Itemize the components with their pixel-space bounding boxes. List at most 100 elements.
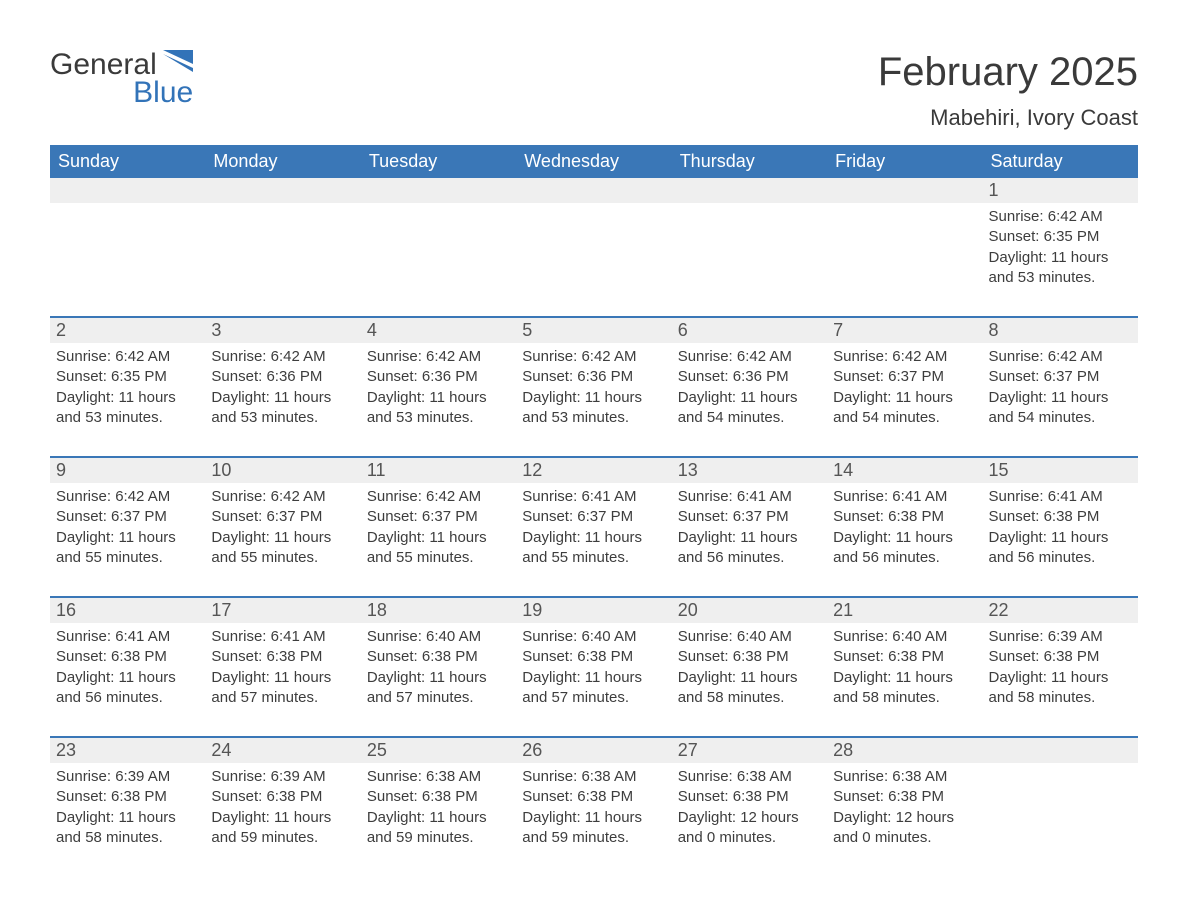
sunset-line: Sunset: 6:38 PM — [833, 647, 976, 667]
sunrise-line: Sunrise: 6:38 AM — [522, 767, 665, 787]
day-number: 14 — [827, 458, 982, 483]
day-number: 23 — [50, 738, 205, 763]
sunrise-line: Sunrise: 6:39 AM — [989, 627, 1132, 647]
sunrise-line: Sunrise: 6:42 AM — [367, 347, 510, 367]
day-of-week-cell: Wednesday — [516, 145, 671, 178]
location-label: Mabehiri, Ivory Coast — [878, 105, 1138, 131]
day-number: 2 — [50, 318, 205, 343]
sunset-line: Sunset: 6:38 PM — [989, 507, 1132, 527]
day-of-week-cell: Monday — [205, 145, 360, 178]
sunrise-line: Sunrise: 6:42 AM — [989, 347, 1132, 367]
day-number — [205, 178, 360, 203]
sunset-line: Sunset: 6:38 PM — [678, 787, 821, 807]
day-detail-row: Sunrise: 6:39 AMSunset: 6:38 PMDaylight:… — [50, 763, 1138, 876]
sunrise-line: Sunrise: 6:39 AM — [56, 767, 199, 787]
daylight-line: Daylight: 11 hours and 54 minutes. — [833, 388, 976, 429]
day-number — [983, 738, 1138, 763]
daylight-line: Daylight: 11 hours and 58 minutes. — [989, 668, 1132, 709]
daylight-line: Daylight: 11 hours and 55 minutes. — [367, 528, 510, 569]
day-number — [50, 178, 205, 203]
daylight-line: Daylight: 11 hours and 59 minutes. — [211, 808, 354, 849]
week: 1Sunrise: 6:42 AMSunset: 6:35 PMDaylight… — [50, 178, 1138, 316]
day-detail-row: Sunrise: 6:42 AMSunset: 6:35 PMDaylight:… — [50, 343, 1138, 456]
daylight-line: Daylight: 11 hours and 59 minutes. — [367, 808, 510, 849]
day-detail-row: Sunrise: 6:41 AMSunset: 6:38 PMDaylight:… — [50, 623, 1138, 736]
day-number: 20 — [672, 598, 827, 623]
day-number: 25 — [361, 738, 516, 763]
sunrise-line: Sunrise: 6:42 AM — [833, 347, 976, 367]
day-detail: Sunrise: 6:42 AMSunset: 6:35 PMDaylight:… — [983, 203, 1138, 288]
sunrise-line: Sunrise: 6:38 AM — [833, 767, 976, 787]
day-number: 28 — [827, 738, 982, 763]
day-detail: Sunrise: 6:41 AMSunset: 6:38 PMDaylight:… — [205, 623, 360, 708]
daylight-line: Daylight: 11 hours and 56 minutes. — [833, 528, 976, 569]
day-detail: Sunrise: 6:41 AMSunset: 6:38 PMDaylight:… — [983, 483, 1138, 568]
day-detail: Sunrise: 6:41 AMSunset: 6:37 PMDaylight:… — [672, 483, 827, 568]
day-number: 4 — [361, 318, 516, 343]
week: 232425262728Sunrise: 6:39 AMSunset: 6:38… — [50, 736, 1138, 876]
day-number: 18 — [361, 598, 516, 623]
sunrise-line: Sunrise: 6:41 AM — [56, 627, 199, 647]
day-detail — [672, 203, 827, 288]
day-number — [516, 178, 671, 203]
daylight-line: Daylight: 11 hours and 57 minutes. — [367, 668, 510, 709]
day-number: 11 — [361, 458, 516, 483]
sunset-line: Sunset: 6:38 PM — [211, 787, 354, 807]
logo-word-blue: Blue — [50, 76, 193, 110]
sunrise-line: Sunrise: 6:42 AM — [522, 347, 665, 367]
day-detail: Sunrise: 6:40 AMSunset: 6:38 PMDaylight:… — [672, 623, 827, 708]
day-detail: Sunrise: 6:39 AMSunset: 6:38 PMDaylight:… — [50, 763, 205, 848]
day-detail-row: Sunrise: 6:42 AMSunset: 6:37 PMDaylight:… — [50, 483, 1138, 596]
daylight-line: Daylight: 11 hours and 58 minutes. — [56, 808, 199, 849]
daylight-line: Daylight: 11 hours and 53 minutes. — [56, 388, 199, 429]
day-number: 8 — [983, 318, 1138, 343]
sunset-line: Sunset: 6:37 PM — [56, 507, 199, 527]
daylight-line: Daylight: 11 hours and 55 minutes. — [56, 528, 199, 569]
daylight-line: Daylight: 11 hours and 54 minutes. — [989, 388, 1132, 429]
sunset-line: Sunset: 6:37 PM — [522, 507, 665, 527]
sunrise-line: Sunrise: 6:42 AM — [367, 487, 510, 507]
sunrise-line: Sunrise: 6:38 AM — [367, 767, 510, 787]
day-number: 13 — [672, 458, 827, 483]
day-number-row: 232425262728 — [50, 736, 1138, 763]
day-detail: Sunrise: 6:42 AMSunset: 6:36 PMDaylight:… — [516, 343, 671, 428]
sunrise-line: Sunrise: 6:41 AM — [833, 487, 976, 507]
day-number: 17 — [205, 598, 360, 623]
day-number: 5 — [516, 318, 671, 343]
sunrise-line: Sunrise: 6:40 AM — [833, 627, 976, 647]
day-detail: Sunrise: 6:42 AMSunset: 6:37 PMDaylight:… — [205, 483, 360, 568]
sunrise-line: Sunrise: 6:41 AM — [211, 627, 354, 647]
sunset-line: Sunset: 6:37 PM — [678, 507, 821, 527]
day-detail: Sunrise: 6:39 AMSunset: 6:38 PMDaylight:… — [205, 763, 360, 848]
day-detail — [361, 203, 516, 288]
sunset-line: Sunset: 6:37 PM — [367, 507, 510, 527]
logo: General Blue — [50, 50, 193, 110]
day-number-row: 9101112131415 — [50, 456, 1138, 483]
daylight-line: Daylight: 11 hours and 53 minutes. — [522, 388, 665, 429]
sunset-line: Sunset: 6:38 PM — [833, 787, 976, 807]
day-detail — [983, 763, 1138, 848]
daylight-line: Daylight: 11 hours and 56 minutes. — [989, 528, 1132, 569]
day-number: 22 — [983, 598, 1138, 623]
day-number: 16 — [50, 598, 205, 623]
day-detail: Sunrise: 6:40 AMSunset: 6:38 PMDaylight:… — [516, 623, 671, 708]
sunrise-line: Sunrise: 6:40 AM — [522, 627, 665, 647]
day-detail — [827, 203, 982, 288]
day-detail: Sunrise: 6:42 AMSunset: 6:37 PMDaylight:… — [50, 483, 205, 568]
sunrise-line: Sunrise: 6:39 AM — [211, 767, 354, 787]
sunset-line: Sunset: 6:38 PM — [211, 647, 354, 667]
day-number-row: 1 — [50, 178, 1138, 203]
sunset-line: Sunset: 6:38 PM — [56, 647, 199, 667]
daylight-line: Daylight: 12 hours and 0 minutes. — [833, 808, 976, 849]
day-detail: Sunrise: 6:42 AMSunset: 6:37 PMDaylight:… — [983, 343, 1138, 428]
day-number — [361, 178, 516, 203]
day-detail: Sunrise: 6:38 AMSunset: 6:38 PMDaylight:… — [361, 763, 516, 848]
day-number: 21 — [827, 598, 982, 623]
sunset-line: Sunset: 6:35 PM — [989, 227, 1132, 247]
daylight-line: Daylight: 11 hours and 55 minutes. — [522, 528, 665, 569]
day-number-row: 2345678 — [50, 316, 1138, 343]
sunset-line: Sunset: 6:36 PM — [522, 367, 665, 387]
sunrise-line: Sunrise: 6:42 AM — [211, 487, 354, 507]
day-detail: Sunrise: 6:42 AMSunset: 6:35 PMDaylight:… — [50, 343, 205, 428]
week: 9101112131415Sunrise: 6:42 AMSunset: 6:3… — [50, 456, 1138, 596]
